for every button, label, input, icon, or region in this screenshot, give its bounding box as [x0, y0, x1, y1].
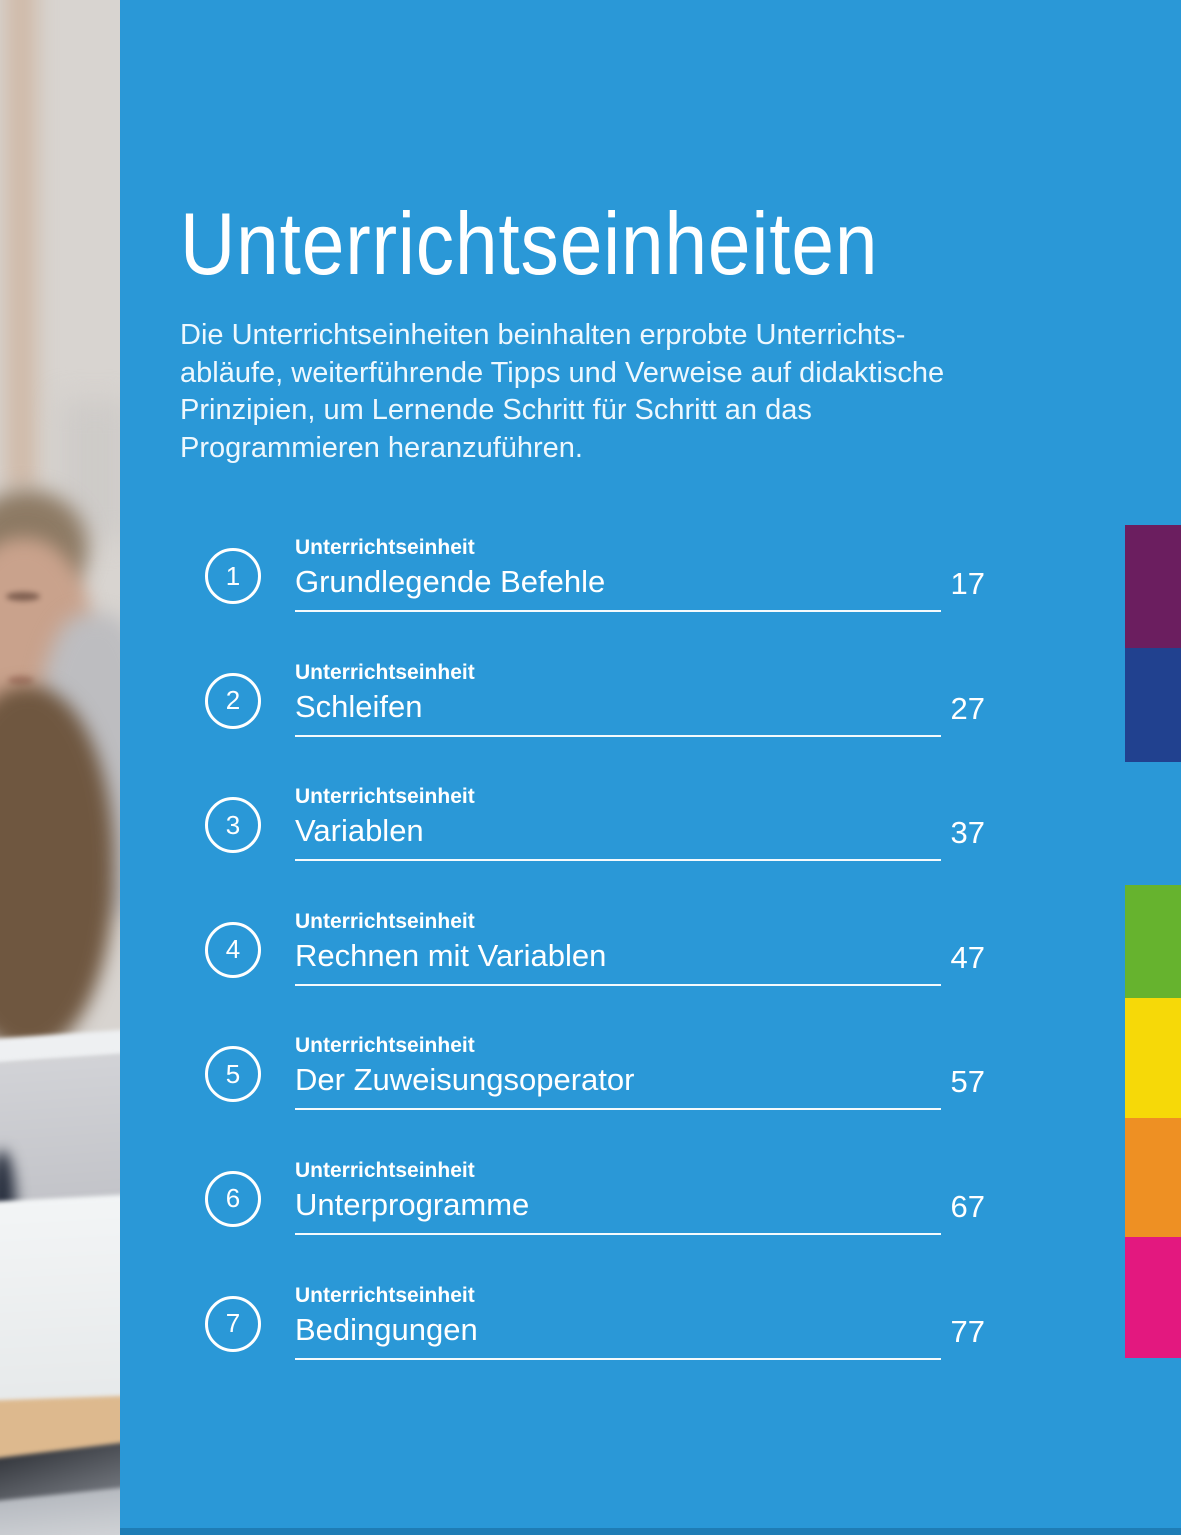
toc-item-title: Schleifen — [295, 688, 941, 737]
toc-item-row: Variablen 37 — [295, 812, 985, 862]
page-bottom-edge-bar — [120, 1528, 1181, 1535]
item-number-badge: 7 — [205, 1295, 261, 1352]
toc-item-der-zuweisungsoperator[interactable]: 5 Unterrichtseinheit Der Zuweisungsopera… — [205, 1021, 985, 1146]
toc-item-page-number: 77 — [950, 1313, 985, 1349]
toc-item-label: Unterrichtseinheit — [295, 909, 475, 933]
toc-item-page-number: 67 — [950, 1188, 985, 1224]
item-number-badge: 4 — [205, 921, 261, 978]
item-number-badge: 3 — [205, 797, 261, 854]
toc-item-text: Unterrichtseinheit Grundlegende Befehle … — [295, 523, 985, 612]
toc-item-text: Unterrichtseinheit Rechnen mit Variablen… — [295, 897, 985, 986]
toc-item-label: Unterrichtseinheit — [295, 536, 475, 559]
toc-item-row: Grundlegende Befehle 17 — [295, 563, 985, 612]
toc-item-label: Unterrichtseinheit — [295, 785, 475, 809]
photo-child-eye — [6, 592, 40, 601]
section-tab-orange — [1125, 1118, 1181, 1237]
toc-list: 1 Unterrichtseinheit Grundlegende Befehl… — [205, 523, 985, 1395]
item-number-badge: 1 — [205, 548, 261, 604]
toc-item-label: Unterrichtseinheit — [295, 1034, 475, 1058]
section-tab-pink — [1125, 1237, 1181, 1358]
toc-item-title: Rechnen mit Variablen — [295, 937, 941, 986]
item-number: 6 — [225, 1183, 241, 1214]
classroom-photo — [0, 0, 120, 1535]
toc-item-text: Unterrichtseinheit Variablen 37 — [295, 772, 985, 862]
item-number: 2 — [225, 685, 241, 716]
toc-item-page-number: 27 — [950, 690, 985, 726]
photo-child-mouth — [8, 676, 34, 685]
toc-item-text: Unterrichtseinheit Schleifen 27 — [295, 648, 985, 737]
toc-item-page-number: 47 — [950, 939, 985, 975]
toc-item-title: Unterprogramme — [295, 1186, 941, 1235]
section-tab-dark-blue — [1125, 648, 1181, 762]
toc-item-text: Unterrichtseinheit Der Zuweisungsoperato… — [295, 1021, 985, 1111]
toc-item-text: Unterrichtseinheit Unterprogramme 67 — [295, 1146, 985, 1235]
toc-item-bedingungen[interactable]: 7 Unterrichtseinheit Bedingungen 77 — [205, 1271, 985, 1396]
item-number-badge: 6 — [205, 1170, 261, 1227]
toc-item-row: Der Zuweisungsoperator 57 — [295, 1061, 985, 1111]
item-number: 3 — [225, 809, 241, 840]
toc-item-title: Grundlegende Befehle — [295, 563, 941, 612]
item-number-badge: 2 — [205, 672, 261, 729]
item-number: 1 — [225, 560, 241, 591]
toc-item-title: Bedingungen — [295, 1311, 941, 1360]
photo-doorframe-stripe — [6, 0, 36, 490]
toc-item-row: Bedingungen 77 — [295, 1311, 985, 1360]
toc-item-label: Unterrichtseinheit — [295, 660, 475, 684]
intro-paragraph: Die Unterrichtseinheiten beinhalten erpr… — [180, 319, 945, 464]
section-tab-green — [1125, 885, 1181, 998]
item-number: 4 — [225, 934, 241, 965]
toc-item-unterprogramme[interactable]: 6 Unterrichtseinheit Unterprogramme 67 — [205, 1146, 985, 1271]
toc-item-title: Variablen — [295, 812, 941, 862]
item-number: 5 — [225, 1058, 241, 1089]
section-tab-yellow — [1125, 998, 1181, 1118]
toc-item-row: Schleifen 27 — [295, 688, 985, 737]
toc-item-text: Unterrichtseinheit Bedingungen 77 — [295, 1271, 985, 1360]
toc-item-title: Der Zuweisungsoperator — [295, 1061, 941, 1111]
toc-item-row: Unterprogramme 67 — [295, 1186, 985, 1235]
toc-item-label: Unterrichtseinheit — [295, 1158, 475, 1182]
toc-item-row: Rechnen mit Variablen 47 — [295, 937, 985, 986]
section-tab-purple — [1125, 525, 1181, 648]
item-number-badge: 5 — [205, 1046, 261, 1103]
toc-item-page-number: 17 — [950, 566, 985, 601]
toc-item-variablen[interactable]: 3 Unterrichtseinheit Variablen 37 — [205, 772, 985, 897]
photo-paper — [0, 1194, 120, 1414]
toc-item-page-number: 57 — [950, 1064, 985, 1100]
photo-laptop-lid — [0, 1053, 120, 1213]
toc-item-grundlegende-befehle[interactable]: 1 Unterrichtseinheit Grundlegende Befehl… — [205, 523, 985, 648]
toc-item-rechnen-mit-variablen[interactable]: 4 Unterrichtseinheit Rechnen mit Variabl… — [205, 897, 985, 1022]
item-number: 7 — [225, 1308, 241, 1339]
page-title: Unterrichtseinheiten — [180, 193, 879, 293]
toc-item-label: Unterrichtseinheit — [295, 1283, 475, 1307]
toc-item-schleifen[interactable]: 2 Unterrichtseinheit Schleifen 27 — [205, 648, 985, 773]
toc-item-page-number: 37 — [950, 815, 985, 851]
